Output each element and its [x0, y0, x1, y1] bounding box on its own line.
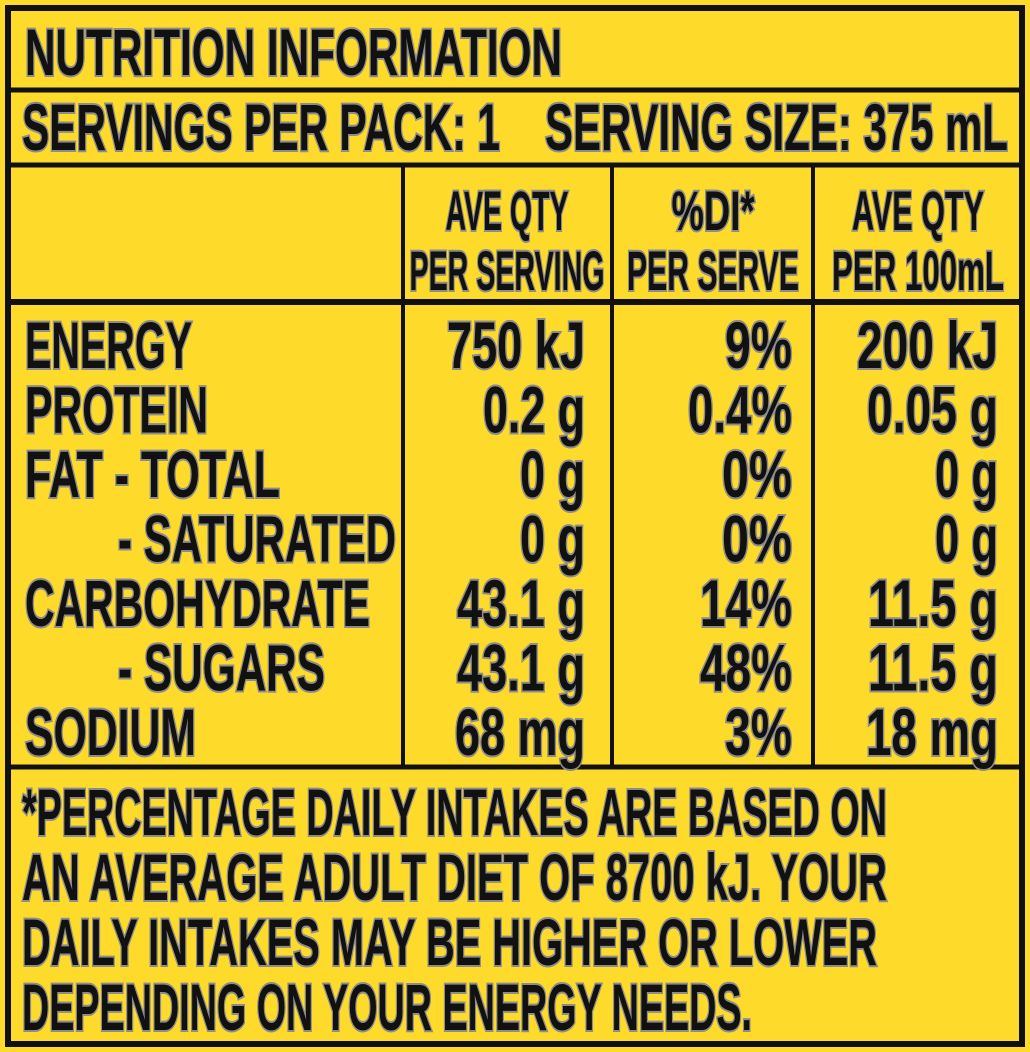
nutrient-name: ENERGY [25, 308, 192, 382]
column-header: PER 100mL [832, 239, 1004, 302]
nutrient-value: 0.05 g [867, 373, 998, 447]
nutrient-value: 0% [722, 437, 792, 511]
serving-size: SERVING SIZE: 375 mL [545, 90, 1008, 164]
nutrient-value: 200 kJ [857, 308, 998, 382]
column-header: PER SERVING [410, 239, 605, 302]
nutrient-value: 43.1 g [457, 566, 585, 640]
nutrient-name: FAT - TOTAL [25, 437, 280, 511]
nutrient-value: 3% [725, 695, 792, 769]
footnote-line: DEPENDING ON YOUR ENERGY NEEDS. [22, 970, 752, 1044]
nutrient-value: 0 g [520, 437, 585, 511]
column-header: AVE QTY [446, 179, 569, 242]
footnote-line: AN AVERAGE ADULT DIET OF 8700 kJ. YOUR [22, 840, 887, 914]
nutrient-value: 48% [700, 631, 792, 705]
footnote-line: DAILY INTAKES MAY BE HIGHER OR LOWER [22, 905, 877, 979]
nutrient-value: 43.1 g [457, 631, 585, 705]
nutrient-value: 9% [725, 308, 792, 382]
nutrient-name: - SUGARS [118, 631, 325, 705]
nutrient-value: 0 g [935, 437, 998, 511]
nutrient-value: 11.5 g [868, 631, 998, 705]
nutrient-value: 0% [722, 502, 792, 576]
nutrient-value: 11.5 g [868, 566, 998, 640]
nutrient-value: 0 g [935, 502, 998, 576]
column-header: PER SERVE [627, 239, 799, 302]
footnote-line: *PERCENTAGE DAILY INTAKES ARE BASED ON [22, 775, 887, 849]
nutrient-name: CARBOHYDRATE [25, 566, 370, 640]
nutrient-value: 0.4% [688, 373, 792, 447]
nutrient-value: 0 g [520, 502, 585, 576]
nutrient-value: 14% [700, 566, 792, 640]
nutrient-name: - SATURATED [118, 502, 396, 576]
nutrient-name: SODIUM [25, 695, 196, 769]
nutrient-value: 18 mg [866, 695, 998, 769]
title: NUTRITION INFORMATION [25, 15, 562, 89]
column-header: %DI* [672, 179, 755, 242]
nutrient-value: 68 mg [455, 695, 585, 769]
outer-border [5, 5, 1025, 1047]
servings-per-pack: SERVINGS PER PACK: 1 [22, 90, 500, 164]
column-header: AVE QTY [852, 179, 984, 242]
nutrient-value: 0.2 g [483, 373, 585, 447]
nutrient-name: PROTEIN [25, 373, 208, 447]
nutrient-value: 750 kJ [447, 308, 585, 382]
